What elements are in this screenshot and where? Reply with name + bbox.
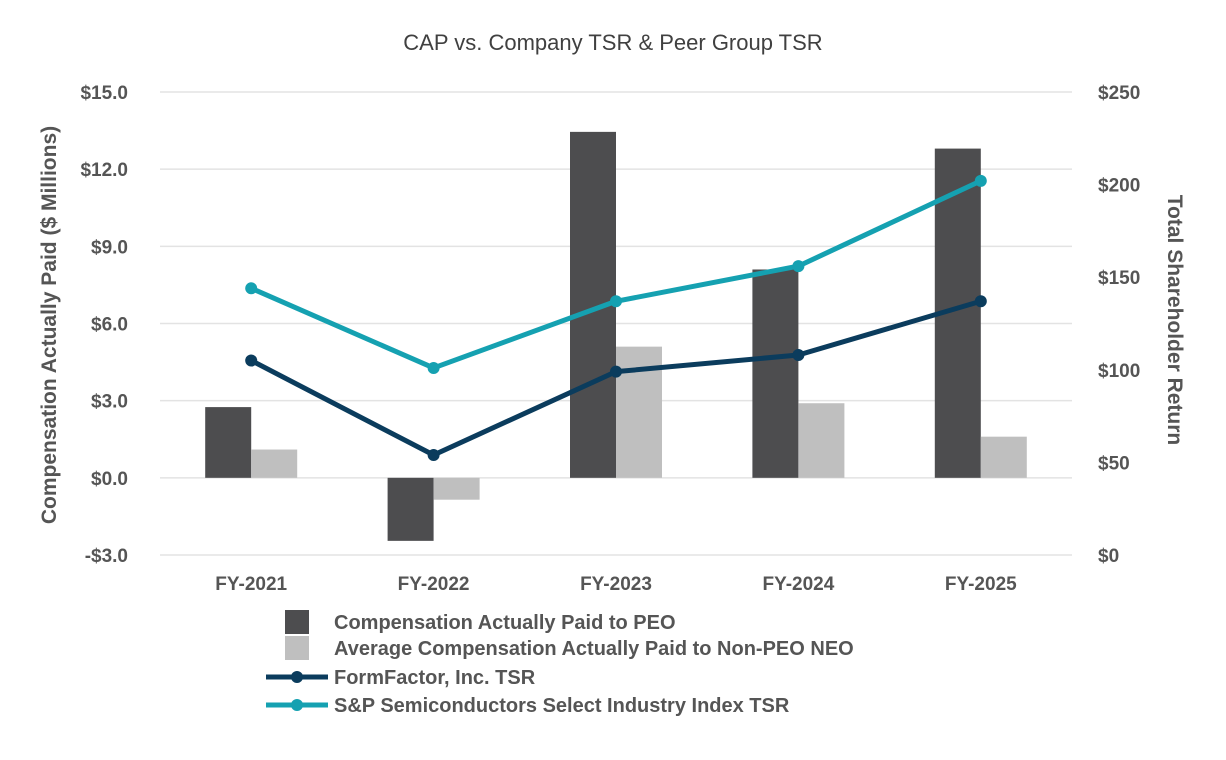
x-tick-label: FY-2025: [945, 574, 1017, 595]
bar: [387, 477, 434, 541]
line-series: [245, 295, 987, 461]
legend-label: S&P Semiconductors Select Industry Index…: [334, 695, 790, 717]
line-point: [245, 282, 258, 295]
legend-label: FormFactor, Inc. TSR: [334, 667, 536, 689]
y2-axis-title: Total Shareholder Return: [1163, 195, 1186, 445]
y-tick-label: $12.0: [80, 160, 128, 181]
x-tick-label: FY-2023: [580, 574, 652, 595]
y-tick-label: $15.0: [80, 83, 128, 104]
line-point: [427, 448, 440, 461]
line-series: [245, 174, 987, 374]
y2-tick-label: $0: [1098, 546, 1119, 567]
legend-label: Average Compensation Actually Paid to No…: [334, 638, 854, 660]
line-point: [974, 295, 987, 308]
lines-group: [245, 174, 987, 461]
y-axis-left: $15.0 $12.0 $9.0 $6.0 $3.0 $0.0 -$3.0: [80, 83, 128, 567]
legend-item: Average Compensation Actually Paid to No…: [285, 636, 854, 660]
bar: [251, 449, 298, 478]
legend-marker: [291, 671, 303, 683]
line-point: [792, 260, 805, 273]
y2-tick-label: $150: [1098, 268, 1140, 289]
y-tick-label: $3.0: [91, 392, 128, 413]
bar: [798, 403, 845, 478]
y-tick-label: $0.0: [91, 469, 128, 490]
y-tick-label: -$3.0: [85, 546, 128, 567]
bars-group: [205, 131, 1027, 541]
line-point: [792, 348, 805, 361]
x-tick-label: FY-2022: [398, 574, 470, 595]
line-point: [610, 365, 622, 378]
legend-label: Compensation Actually Paid to PEO: [334, 612, 676, 634]
legend-marker: [291, 699, 303, 711]
bar: [752, 269, 799, 478]
bar: [980, 436, 1027, 478]
y2-tick-label: $250: [1098, 83, 1140, 104]
legend-item: FormFactor, Inc. TSR: [266, 667, 536, 689]
chart-title: CAP vs. Company TSR & Peer Group TSR: [403, 30, 822, 55]
y-axis-title: Compensation Actually Paid ($ Millions): [38, 126, 61, 524]
legend-item: Compensation Actually Paid to PEO: [285, 610, 676, 634]
bar-series: [205, 131, 981, 541]
y-axis-right: $250 $200 $150 $100 $50 $0: [1098, 83, 1140, 567]
line-point: [427, 361, 440, 374]
y-tick-label: $6.0: [91, 315, 128, 336]
x-axis: FY-2021 FY-2022 FY-2023 FY-2024 FY-2025: [215, 574, 1017, 595]
x-tick-label: FY-2021: [215, 574, 287, 595]
legend-swatch: [285, 610, 309, 634]
y2-tick-label: $50: [1098, 453, 1130, 474]
legend-swatch: [285, 636, 309, 660]
line-point: [610, 295, 622, 308]
legend-item: S&P Semiconductors Select Industry Index…: [266, 695, 790, 717]
line-point: [245, 354, 258, 367]
y-tick-label: $9.0: [91, 237, 128, 258]
line-point: [974, 174, 987, 187]
y2-tick-label: $100: [1098, 361, 1140, 382]
bar: [433, 477, 480, 500]
bar: [205, 407, 252, 478]
legend: Compensation Actually Paid to PEO Average…: [266, 610, 854, 717]
x-tick-label: FY-2024: [762, 574, 834, 595]
y2-tick-label: $200: [1098, 176, 1140, 197]
